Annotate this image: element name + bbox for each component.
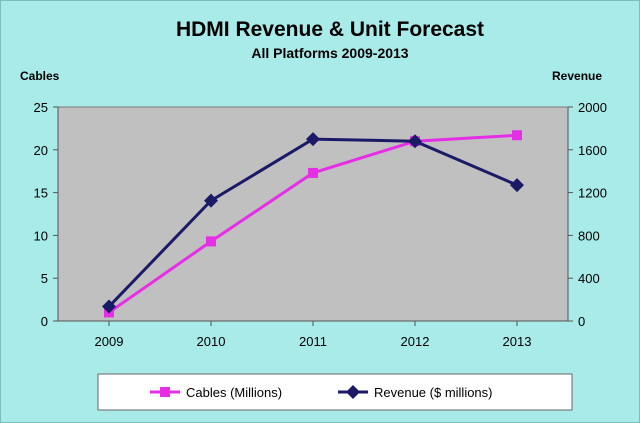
right-tick-label: 1200: [578, 186, 607, 201]
series-revenue: [102, 132, 524, 314]
legend-entry: Cables (Millions): [150, 385, 282, 400]
x-tick-label: 2011: [299, 334, 327, 349]
right-tick-label: 800: [578, 228, 600, 243]
right-tick-label: 0: [578, 314, 585, 329]
x-tick-label: 2010: [197, 334, 226, 349]
left-tick-label: 20: [34, 143, 48, 158]
legend-label: Revenue ($ millions): [374, 385, 493, 400]
data-point: [102, 299, 116, 314]
chart-title: HDMI Revenue & Unit Forecast: [176, 18, 484, 41]
right-tick-label: 400: [578, 271, 600, 286]
left-tick-label: 25: [34, 100, 48, 115]
axis-ticks: 0 5 10 15 20 25 0 400 800 1200 1600 2000 2009 2010 201…: [34, 100, 607, 349]
x-tick-label: 2009: [95, 334, 124, 349]
legend: Cables (Millions) Revenue ($ millions): [150, 385, 493, 400]
data-point: [306, 132, 320, 147]
data-point: [204, 193, 218, 208]
left-tick-label: 0: [41, 314, 48, 329]
x-tick-label: 2012: [401, 334, 430, 349]
chart-subtitle: All Platforms 2009-2013: [251, 45, 408, 61]
data-point: [206, 236, 216, 247]
right-tick-label: 1600: [578, 143, 607, 158]
legend-label: Cables (Millions): [186, 385, 282, 400]
right-tick-label: 2000: [578, 100, 607, 115]
legend-entry: Revenue ($ millions): [338, 385, 493, 400]
data-point: [512, 130, 522, 141]
left-axis-label: Cables: [20, 69, 60, 83]
legend-marker: [346, 385, 360, 399]
x-tick-label: 2013: [503, 334, 532, 349]
right-axis-label: Revenue: [552, 69, 602, 83]
data-point: [408, 134, 422, 149]
data-point: [308, 167, 318, 178]
series-layer: [102, 130, 524, 318]
left-tick-label: 10: [34, 228, 48, 243]
left-tick-label: 15: [34, 186, 48, 201]
legend-marker: [160, 387, 170, 397]
data-point: [510, 178, 524, 193]
left-tick-label: 5: [41, 271, 48, 286]
